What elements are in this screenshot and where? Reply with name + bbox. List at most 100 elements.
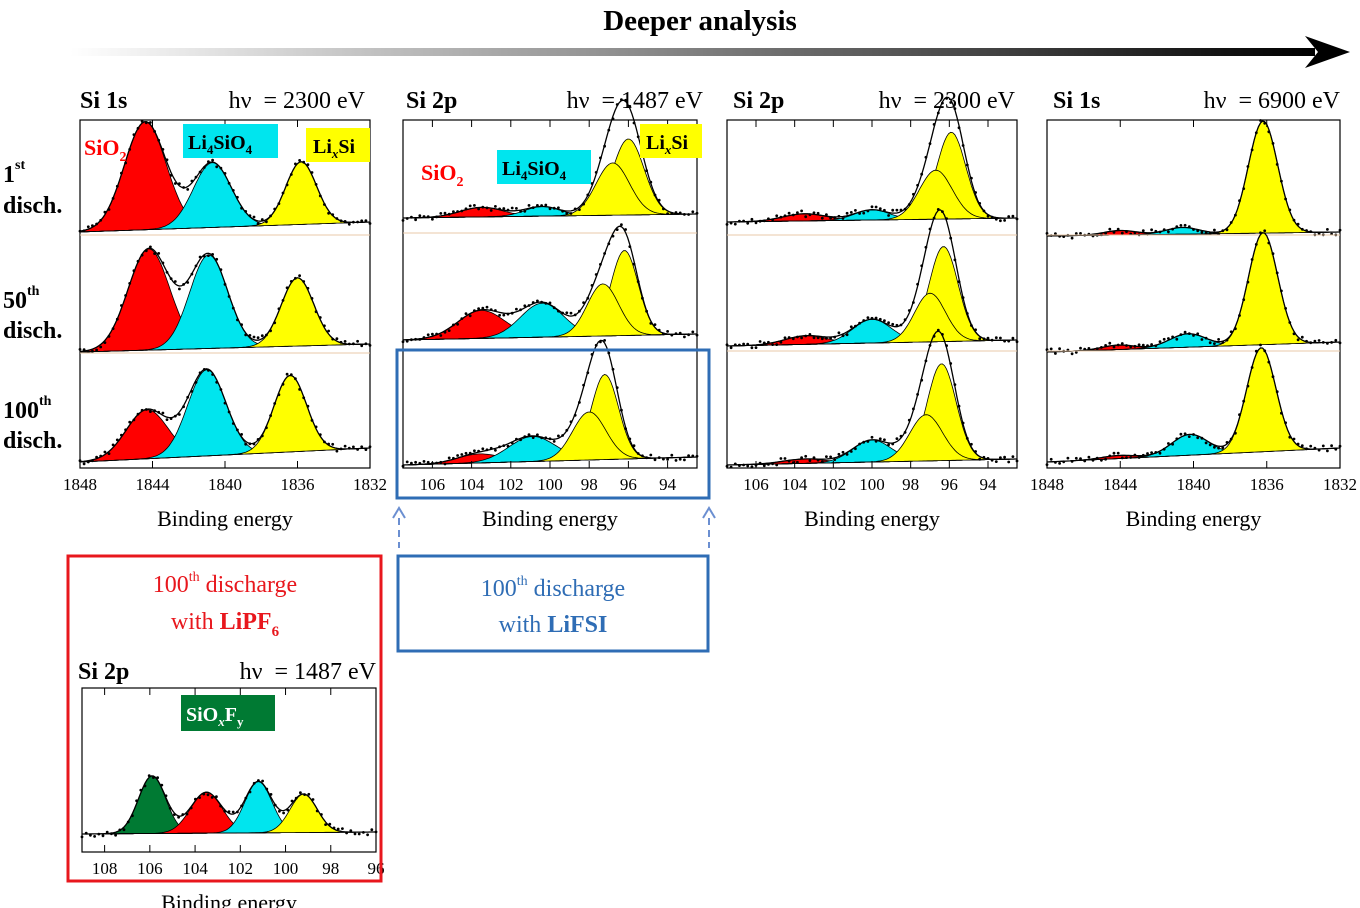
data-point — [186, 188, 190, 191]
data-point — [820, 460, 824, 464]
data-point — [460, 453, 464, 456]
data-point — [481, 447, 485, 451]
svg-text:disch.: disch. — [3, 318, 62, 344]
x-tick-label: 1832 — [1323, 475, 1357, 494]
data-point — [653, 323, 657, 326]
data-point — [443, 211, 447, 215]
lixsi-label: LixSi — [646, 132, 689, 157]
data-point — [750, 465, 754, 469]
data-point — [1217, 338, 1220, 341]
x-tick-label: 104 — [182, 859, 208, 878]
data-point — [1183, 223, 1187, 227]
x-tick-label: 98 — [902, 475, 919, 494]
data-point — [1120, 342, 1124, 345]
x-tick-label: 102 — [498, 475, 524, 494]
data-point — [1213, 342, 1216, 345]
data-point — [578, 208, 581, 212]
data-point — [473, 204, 476, 207]
data-point — [178, 287, 181, 291]
data-point — [1070, 352, 1074, 356]
data-point — [1074, 232, 1078, 235]
lifsi-highlight-box — [395, 348, 711, 500]
spectrum-panel-1: 1848 1844 1840 1836 1832 Binding energy — [63, 119, 387, 531]
data-point — [762, 464, 766, 468]
fit-envelope — [402, 225, 697, 341]
li4sio4-label: Li4SiO4 — [188, 132, 253, 157]
data-point — [536, 433, 539, 437]
data-point — [1087, 455, 1091, 459]
data-point — [370, 828, 374, 832]
data-point — [808, 459, 812, 462]
data-point — [1141, 343, 1145, 347]
data-point — [783, 336, 787, 340]
data-point — [1049, 347, 1053, 351]
data-point — [1300, 335, 1304, 339]
data-point — [1054, 232, 1057, 236]
data-point — [666, 212, 669, 216]
svg-text:50th: 50th — [3, 284, 40, 314]
data-point — [1259, 119, 1262, 122]
data-point — [456, 454, 459, 457]
data-point — [1007, 215, 1011, 218]
x-tick-label: 1848 — [63, 475, 97, 494]
data-point — [357, 832, 361, 836]
data-point — [260, 334, 264, 338]
data-point — [1309, 444, 1313, 448]
x-axis: 106 104 102 100 98 96 94 — [743, 120, 997, 494]
siof-label-bg — [181, 695, 275, 731]
x-tick-label: 1836 — [281, 475, 315, 494]
lifsi-dashed-arrows — [392, 506, 716, 548]
data-point — [775, 343, 779, 346]
data-point — [122, 828, 126, 832]
data-point — [103, 450, 107, 454]
data-point — [366, 833, 369, 837]
data-point — [891, 322, 895, 326]
spectrum-row-2 — [725, 208, 1019, 350]
core-level-label: Si 2p — [406, 88, 457, 114]
data-point — [341, 827, 344, 830]
data-point — [999, 219, 1002, 223]
peak-lixsi-2 — [727, 414, 1017, 466]
data-point — [1137, 456, 1141, 459]
data-point — [414, 460, 417, 464]
data-point — [1146, 452, 1149, 455]
data-point — [327, 329, 330, 333]
data-point — [1108, 227, 1112, 231]
fit-envelope — [1047, 120, 1340, 237]
data-point — [114, 833, 117, 837]
data-point — [1162, 337, 1166, 341]
data-point — [994, 336, 998, 340]
data-point — [733, 222, 737, 226]
data-point — [468, 204, 472, 208]
data-point — [1079, 346, 1082, 350]
fit-envelope — [1046, 231, 1341, 353]
data-point — [746, 221, 750, 225]
x-tick-label: 1840 — [208, 475, 242, 494]
x-tick-label: 94 — [980, 475, 998, 494]
data-point — [849, 325, 853, 329]
data-point — [349, 829, 353, 833]
data-point — [791, 461, 795, 464]
data-point — [683, 458, 686, 462]
x-tick-label: 96 — [620, 475, 637, 494]
row-label-100th: 100th disch. — [3, 394, 62, 454]
data-point — [353, 832, 357, 836]
data-point — [1158, 340, 1162, 343]
data-point — [670, 453, 674, 457]
data-point — [787, 211, 791, 215]
data-point — [895, 437, 899, 440]
data-point — [1112, 345, 1116, 349]
fit-envelope — [1046, 347, 1341, 463]
data-point — [360, 344, 364, 348]
data-point — [678, 457, 682, 461]
x-axis: 108 106 104 102 100 98 96 — [92, 688, 385, 878]
data-point — [544, 203, 548, 207]
photon-energy-label: hν = 1487 eV — [567, 88, 704, 114]
lixsi-label-bg — [640, 124, 702, 158]
data-point — [1150, 343, 1153, 346]
spectrum-row-3 — [401, 339, 699, 468]
data-point — [1091, 458, 1095, 462]
data-point — [515, 207, 518, 210]
x-tick-label: 106 — [743, 475, 769, 494]
data-point — [878, 207, 882, 211]
